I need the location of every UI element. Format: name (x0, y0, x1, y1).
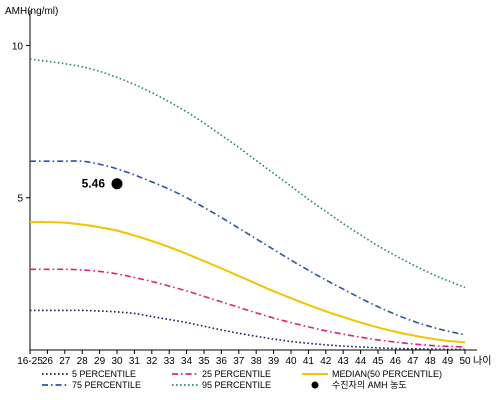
patient-point-label: 5.46 (82, 177, 106, 191)
x-tick-label: 47 (407, 356, 419, 367)
y-axis-title: AMH(ng/ml) (5, 6, 58, 17)
x-tick-label: 36 (216, 356, 228, 367)
series-layer (29, 58, 466, 351)
x-tick-label: 30 (111, 356, 123, 367)
series-line-4 (29, 58, 466, 289)
x-tick-label: 38 (251, 356, 263, 367)
x-tick-label: 42 (320, 356, 332, 367)
patient-point (111, 178, 123, 190)
x-tick-label: 41 (303, 356, 315, 367)
legend-label-point: 수진자의 AMH 농도 (332, 380, 407, 390)
x-axis-title: 나이 (473, 355, 491, 367)
x-tick-label: 26 (42, 356, 54, 367)
x-tick-label: 29 (94, 356, 106, 367)
legend-label-2: MEDIAN(50 PERCENTILE) (332, 369, 442, 379)
x-tick-label: 16-25 (17, 356, 43, 367)
legend-label-3: 75 PERCENTILE (72, 380, 141, 390)
legend: 5 PERCENTILE 25 PERCENTILE MEDIAN(50 PERCE… (42, 369, 442, 390)
legend-swatch-point (311, 381, 319, 389)
x-tick-label: 43 (338, 356, 350, 367)
x-tick-label: 31 (129, 356, 141, 367)
legend-label-0: 5 PERCENTILE (72, 369, 136, 379)
series-line-3 (30, 160, 466, 336)
axes: AMH(ng/ml) 5 10 16-25 26 27 28 29 30 31 32 33 34 35 36… (5, 6, 491, 367)
x-tick-label: 27 (59, 356, 71, 367)
x-tick-label: 45 (372, 356, 384, 367)
series-line-0 (30, 309, 466, 351)
x-tick-label: 37 (233, 356, 245, 367)
x-tick-label: 28 (77, 356, 89, 367)
x-tick-label: 39 (268, 356, 280, 367)
x-tick-label: 40 (285, 356, 297, 367)
legend-label-4: 95 PERCENTILE (202, 380, 271, 390)
y-tick-label: 5 (17, 194, 23, 205)
x-tick-label: 35 (198, 356, 210, 367)
x-tick-label: 33 (164, 356, 176, 367)
x-tick-label: 34 (181, 356, 193, 367)
x-tick-label: 32 (146, 356, 158, 367)
x-tick-label: 46 (390, 356, 402, 367)
series-line-1 (30, 268, 466, 348)
x-tick-label: 50 (459, 356, 471, 367)
series-line-2 (29, 221, 466, 344)
y-tick-label: 10 (12, 41, 24, 52)
x-tick-label: 48 (425, 356, 437, 367)
point-layer: 5.46 (82, 177, 123, 191)
x-tick-label: 49 (442, 356, 454, 367)
legend-label-1: 25 PERCENTILE (202, 369, 271, 379)
x-tick-label: 44 (355, 356, 367, 367)
